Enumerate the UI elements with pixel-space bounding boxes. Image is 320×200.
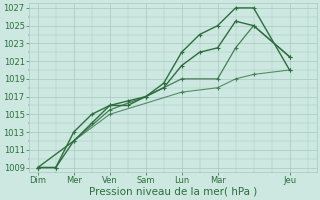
X-axis label: Pression niveau de la mer( hPa ): Pression niveau de la mer( hPa ) xyxy=(89,187,257,197)
